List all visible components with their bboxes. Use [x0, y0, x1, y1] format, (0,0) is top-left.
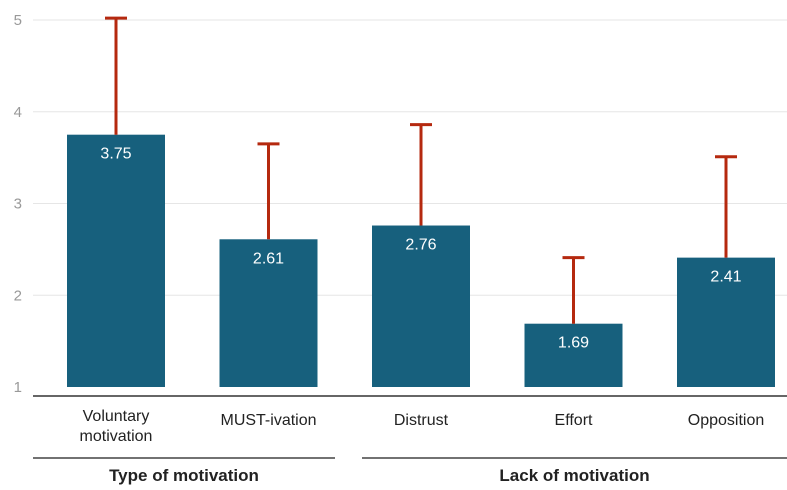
bar: [677, 257, 775, 387]
value-label: 2.76: [405, 237, 436, 254]
y-axis-ticks: 1 2 3 4 5: [14, 12, 22, 396]
category-label: Effort: [555, 412, 594, 429]
y-tick-label: 2: [14, 287, 22, 304]
error-bars: [105, 16, 737, 324]
bar: [524, 323, 623, 387]
value-label: 2.61: [253, 250, 284, 267]
category-label: Distrust: [394, 412, 449, 429]
value-labels: 3.75 2.61 2.76 1.69 2.41: [100, 146, 741, 352]
category-label: Opposition: [688, 412, 765, 429]
category-label: Voluntary: [83, 408, 150, 425]
value-label: 2.41: [710, 269, 741, 286]
y-tick-label: 5: [14, 12, 22, 29]
value-label: 3.75: [100, 146, 131, 163]
group-label: Lack of motivation: [499, 466, 649, 485]
group-labels: Type of motivation Lack of motivation: [33, 457, 787, 485]
bars: [67, 134, 775, 387]
category-label: motivation: [80, 428, 153, 445]
y-tick-label: 4: [14, 104, 22, 121]
category-label: MUST-ivation: [220, 412, 316, 429]
value-label: 1.69: [558, 335, 589, 352]
bar: [67, 134, 165, 387]
category-labels: Voluntary motivation MUST-ivation Distrust E…: [80, 408, 765, 445]
y-tick-label: 3: [14, 196, 22, 213]
y-tick-label: 1: [14, 379, 22, 396]
bar: [219, 239, 318, 387]
group-label: Type of motivation: [109, 466, 259, 485]
bar: [372, 225, 470, 387]
